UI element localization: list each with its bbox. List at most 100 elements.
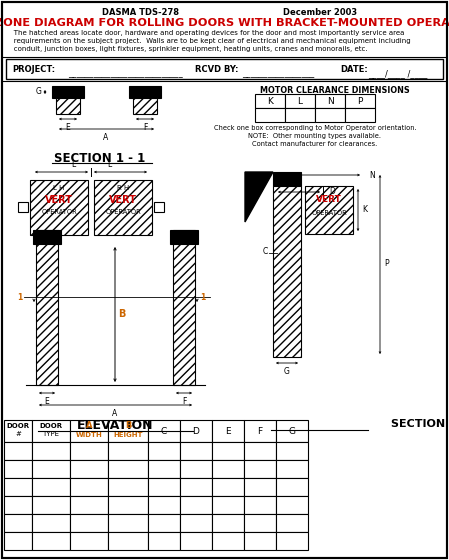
Text: F: F (143, 123, 147, 132)
Text: SECTION 1 - 1: SECTION 1 - 1 (54, 152, 145, 165)
Bar (148, 420, 180, 442)
Bar (4, 532, 32, 550)
Text: DASMA TDS-278: DASMA TDS-278 (101, 8, 179, 17)
Bar (276, 514, 308, 532)
Bar (4, 460, 32, 478)
Bar (32, 496, 70, 514)
Text: _________________: _________________ (242, 69, 314, 78)
Bar (315, 94, 345, 108)
Text: K: K (362, 206, 367, 214)
Text: G: G (289, 427, 295, 436)
Bar (180, 420, 212, 442)
Text: 1: 1 (17, 292, 22, 301)
Bar (108, 532, 148, 550)
Text: A: A (86, 422, 92, 431)
Text: F: F (257, 427, 263, 436)
Text: PROJECT:: PROJECT: (12, 64, 55, 73)
Text: NOTE:  Other mounting types available.: NOTE: Other mounting types available. (248, 133, 382, 139)
Text: C: C (263, 248, 268, 256)
Bar (273, 186, 301, 357)
Text: L: L (298, 96, 303, 105)
Text: #: # (15, 431, 21, 437)
Text: Contact manufacturer for clearances.: Contact manufacturer for clearances. (252, 141, 378, 147)
Bar (70, 514, 108, 532)
Bar (244, 442, 276, 460)
Bar (276, 478, 308, 496)
Bar (32, 442, 70, 460)
Bar (94, 180, 152, 235)
Text: DOOR: DOOR (6, 423, 30, 429)
Bar (148, 478, 180, 496)
Bar (345, 108, 375, 122)
Bar (148, 442, 180, 460)
Text: OPERATOR: OPERATOR (311, 210, 347, 216)
Text: VERT: VERT (45, 195, 73, 205)
Bar (276, 496, 308, 514)
Bar (32, 420, 70, 442)
Text: A: A (103, 133, 109, 142)
Text: TYPE: TYPE (43, 431, 60, 437)
Bar (276, 420, 308, 442)
Bar (212, 514, 244, 532)
Text: E: E (225, 427, 231, 436)
Bar (212, 442, 244, 460)
Bar (133, 98, 157, 114)
Bar (108, 420, 148, 442)
Bar (4, 514, 32, 532)
Bar (212, 420, 244, 442)
Bar (212, 460, 244, 478)
Bar (180, 460, 212, 478)
Bar (52, 86, 84, 98)
Text: ___________________________: ___________________________ (68, 69, 183, 78)
Text: DOOR: DOOR (40, 423, 62, 429)
Bar (108, 460, 148, 478)
Text: E: E (66, 123, 70, 132)
Text: VERT: VERT (316, 195, 342, 204)
Text: HEIGHT: HEIGHT (113, 432, 143, 438)
Text: MOTOR CLEARANCE DIMENSIONS: MOTOR CLEARANCE DIMENSIONS (260, 86, 410, 95)
Bar (276, 460, 308, 478)
Text: L H: L H (53, 185, 65, 191)
Text: L: L (107, 160, 111, 169)
Bar (212, 532, 244, 550)
Text: B: B (118, 309, 125, 319)
Bar (56, 98, 80, 114)
Bar (180, 442, 212, 460)
Text: 1: 1 (200, 292, 205, 301)
Text: December 2003: December 2003 (283, 8, 357, 17)
Bar (70, 442, 108, 460)
Bar (212, 478, 244, 496)
Bar (255, 94, 285, 108)
Bar (70, 496, 108, 514)
Bar (4, 496, 32, 514)
Bar (4, 420, 32, 442)
Bar (276, 442, 308, 460)
Bar (244, 460, 276, 478)
Bar (276, 532, 308, 550)
Bar (30, 180, 88, 235)
Text: RED ZONE DIAGRAM FOR ROLLING DOORS WITH BRACKET-MOUNTED OPERATORS: RED ZONE DIAGRAM FOR ROLLING DOORS WITH … (0, 18, 449, 28)
Bar (244, 514, 276, 532)
Text: F: F (182, 397, 186, 406)
Bar (148, 496, 180, 514)
Bar (180, 496, 212, 514)
Text: B: B (125, 422, 131, 431)
Bar (180, 532, 212, 550)
Text: ____/____ /____: ____/____ /____ (368, 69, 427, 78)
Bar (244, 420, 276, 442)
Bar (4, 478, 32, 496)
Bar (148, 532, 180, 550)
Text: G: G (35, 87, 41, 96)
Bar (32, 532, 70, 550)
Text: N: N (369, 170, 375, 180)
Text: Check one box corresponding to Motor Operator orientation.: Check one box corresponding to Motor Ope… (214, 125, 416, 131)
Bar (244, 478, 276, 496)
Bar (70, 420, 108, 442)
Bar (32, 514, 70, 532)
Text: OPERATOR: OPERATOR (41, 209, 77, 215)
Bar (170, 230, 198, 244)
Bar (108, 514, 148, 532)
Bar (108, 442, 148, 460)
Bar (108, 478, 148, 496)
Text: SECTION THRU OPENING: SECTION THRU OPENING (392, 419, 449, 429)
